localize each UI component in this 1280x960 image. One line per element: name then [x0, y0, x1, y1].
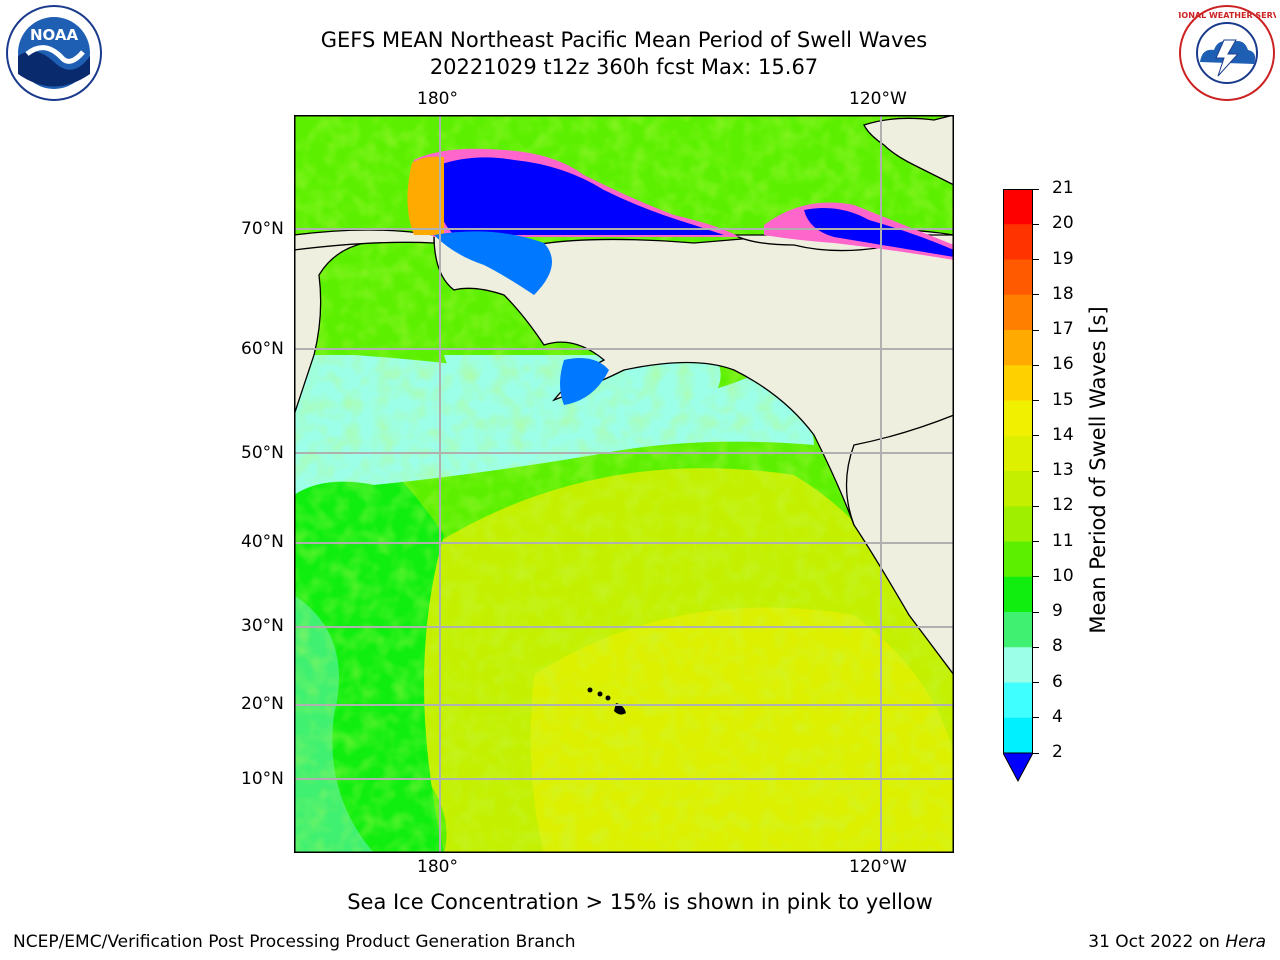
colorbar-tick-mark — [1033, 400, 1039, 401]
footer-credit: NCEP/EMC/Verification Post Processing Pr… — [13, 932, 576, 952]
lat-label-70n: 70°N — [241, 219, 284, 239]
colorbar-band — [1003, 612, 1033, 648]
colorbar-tick-label: 2 — [1052, 742, 1063, 762]
colorbar-tick-mark — [1033, 752, 1039, 754]
land-arctic-islands — [863, 114, 955, 187]
land-north-america — [845, 414, 955, 677]
noaa-logo-icon: NOAA — [5, 4, 103, 102]
colorbar-tick-label: 12 — [1052, 495, 1074, 516]
swell-period-map — [293, 114, 955, 853]
colorbar-tick-label: 9 — [1052, 601, 1063, 621]
colorbar-band — [1003, 647, 1033, 683]
colorbar-band — [1003, 224, 1033, 260]
noaa-logo-text: NOAA — [30, 26, 79, 44]
nws-logo-text: NATIONAL WEATHER SERVICE — [1178, 11, 1276, 20]
lon-label-bottom-120w: 120°W — [849, 857, 907, 877]
colorbar-tick-label: 18 — [1052, 283, 1074, 304]
arctic-ice-edge — [407, 156, 444, 235]
colorbar-band — [1003, 471, 1033, 507]
map-gridlines — [294, 115, 954, 853]
map-border — [294, 115, 954, 853]
colorbar-band — [1003, 717, 1033, 754]
colorbar-tick-mark — [1033, 682, 1039, 683]
map-canvas — [293, 114, 955, 853]
colorbar-tick-mark — [1033, 329, 1039, 331]
lon-label-top-180: 180° — [417, 89, 458, 109]
colorbar-tick-mark — [1033, 223, 1039, 225]
footer-date: 31 Oct 2022 on Hera — [1088, 932, 1266, 952]
colorbar-tick-mark — [1033, 294, 1039, 296]
colorbar-band — [1003, 365, 1033, 401]
colorbar-svg — [1002, 189, 1034, 783]
beaufort-ice-core — [804, 207, 954, 257]
colorbar-tick-label: 14 — [1052, 424, 1074, 445]
colorbar-under-arrow — [1002, 752, 1034, 783]
land-chukchi-coast — [293, 229, 435, 251]
colorbar-tick-label: 11 — [1052, 530, 1074, 551]
footer-date-text: 31 Oct 2022 on — [1088, 932, 1226, 952]
colorbar-tick-label: 13 — [1052, 460, 1074, 480]
chart-title: GEFS MEAN Northeast Pacific Mean Period … — [320, 28, 928, 52]
colorbar-tick-mark — [1033, 576, 1039, 578]
lon-label-top-120w: 120°W — [849, 89, 907, 109]
colorbar-tick-label: 21 — [1052, 178, 1074, 198]
colorbar-band — [1003, 682, 1033, 719]
colorbar-tick-mark — [1033, 188, 1039, 190]
lat-label-30n: 30°N — [241, 616, 284, 636]
colorbar-band — [1003, 189, 1033, 225]
colorbar-tick-mark — [1033, 541, 1039, 542]
colorbar-band — [1003, 435, 1033, 472]
colorbar-band — [1003, 294, 1033, 331]
colorbar-tick-label: 20 — [1052, 213, 1074, 234]
lat-label-60n: 60°N — [241, 339, 284, 359]
colorbar-tick-label: 8 — [1052, 636, 1063, 657]
colorbar-band — [1003, 400, 1033, 437]
colorbar — [1002, 189, 1034, 783]
colorbar-band — [1003, 259, 1033, 296]
colorbar-tick-mark — [1033, 505, 1039, 507]
colorbar-tick-mark — [1033, 611, 1039, 613]
lat-label-40n: 40°N — [241, 532, 284, 552]
sea-ice-note: Sea Ice Concentration > 15% is shown in … — [347, 890, 933, 914]
colorbar-tick-mark — [1033, 259, 1039, 260]
lon-label-bottom-180: 180° — [417, 857, 458, 877]
chart-subtitle: 20221029 t12z 360h fcst Max: 15.67 — [429, 55, 819, 79]
lat-label-20n: 20°N — [241, 694, 284, 714]
footer-machine: Hera — [1225, 932, 1266, 952]
colorbar-tick-label: 16 — [1052, 354, 1074, 375]
colorbar-tick-mark — [1033, 470, 1039, 472]
bristol-bay-blue — [560, 357, 609, 405]
colorbar-band — [1003, 541, 1033, 578]
arctic-ice-core — [436, 157, 724, 235]
colorbar-tick-label: 6 — [1052, 671, 1063, 692]
colorbar-tick-mark — [1033, 364, 1039, 366]
colorbar-tick-mark — [1033, 717, 1039, 719]
lat-label-10n: 10°N — [241, 769, 284, 789]
colorbar-band — [1003, 506, 1033, 542]
lat-label-50n: 50°N — [241, 443, 284, 463]
nws-logo-icon: NATIONAL WEATHER SERVICE — [1161, 4, 1280, 102]
colorbar-title: Mean Period of Swell Waves [s] — [1086, 306, 1110, 634]
colorbar-band — [1003, 330, 1033, 366]
chukchi-sea-blue — [434, 231, 552, 295]
colorbar-tick-mark — [1033, 435, 1039, 437]
colorbar-tick-label: 4 — [1052, 706, 1063, 727]
colorbar-band — [1003, 576, 1033, 613]
colorbar-frame — [1003, 189, 1033, 753]
colorbar-tick-label: 10 — [1052, 565, 1074, 586]
colorbar-tick-mark — [1033, 646, 1039, 648]
colorbar-tick-label: 15 — [1052, 389, 1074, 410]
land-alaska — [433, 228, 955, 526]
colorbar-tick-label: 17 — [1052, 319, 1074, 339]
colorbar-tick-label: 19 — [1052, 248, 1074, 269]
